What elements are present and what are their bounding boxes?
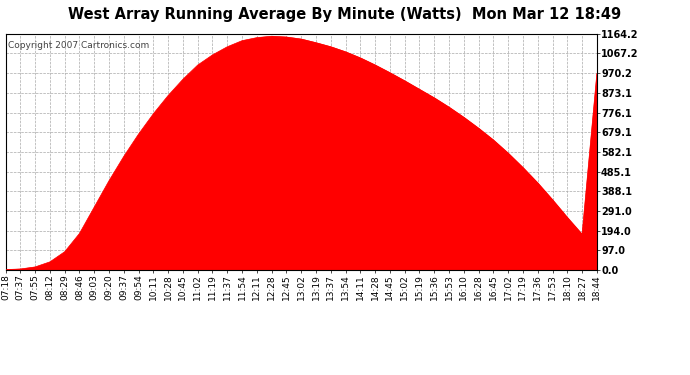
Text: West Array Running Average By Minute (Watts)  Mon Mar 12 18:49: West Array Running Average By Minute (Wa… [68,8,622,22]
Text: Copyright 2007 Cartronics.com: Copyright 2007 Cartronics.com [8,41,150,50]
